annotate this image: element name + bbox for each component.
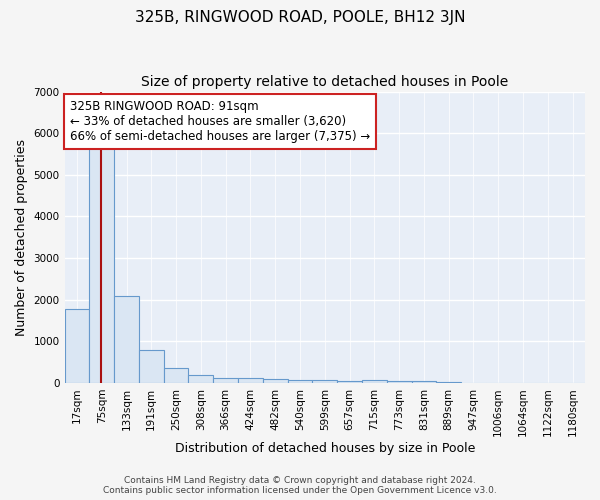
Bar <box>238 378 263 383</box>
Bar <box>164 368 188 383</box>
Bar <box>188 374 213 383</box>
Bar <box>337 380 362 383</box>
Bar <box>313 380 337 383</box>
Title: Size of property relative to detached houses in Poole: Size of property relative to detached ho… <box>141 75 508 89</box>
Text: 325B RINGWOOD ROAD: 91sqm
← 33% of detached houses are smaller (3,620)
66% of se: 325B RINGWOOD ROAD: 91sqm ← 33% of detac… <box>70 100 370 144</box>
Bar <box>89 142 114 383</box>
Text: 325B, RINGWOOD ROAD, POOLE, BH12 3JN: 325B, RINGWOOD ROAD, POOLE, BH12 3JN <box>135 10 465 25</box>
Bar <box>213 378 238 383</box>
Bar <box>436 382 461 383</box>
Bar <box>287 380 313 383</box>
Bar <box>362 380 387 383</box>
Bar <box>387 382 412 383</box>
X-axis label: Distribution of detached houses by size in Poole: Distribution of detached houses by size … <box>175 442 475 455</box>
Bar <box>263 379 287 383</box>
Text: Contains HM Land Registry data © Crown copyright and database right 2024.
Contai: Contains HM Land Registry data © Crown c… <box>103 476 497 495</box>
Bar <box>114 296 139 383</box>
Bar <box>412 382 436 383</box>
Y-axis label: Number of detached properties: Number of detached properties <box>15 138 28 336</box>
Bar <box>139 350 164 383</box>
Bar <box>65 309 89 383</box>
